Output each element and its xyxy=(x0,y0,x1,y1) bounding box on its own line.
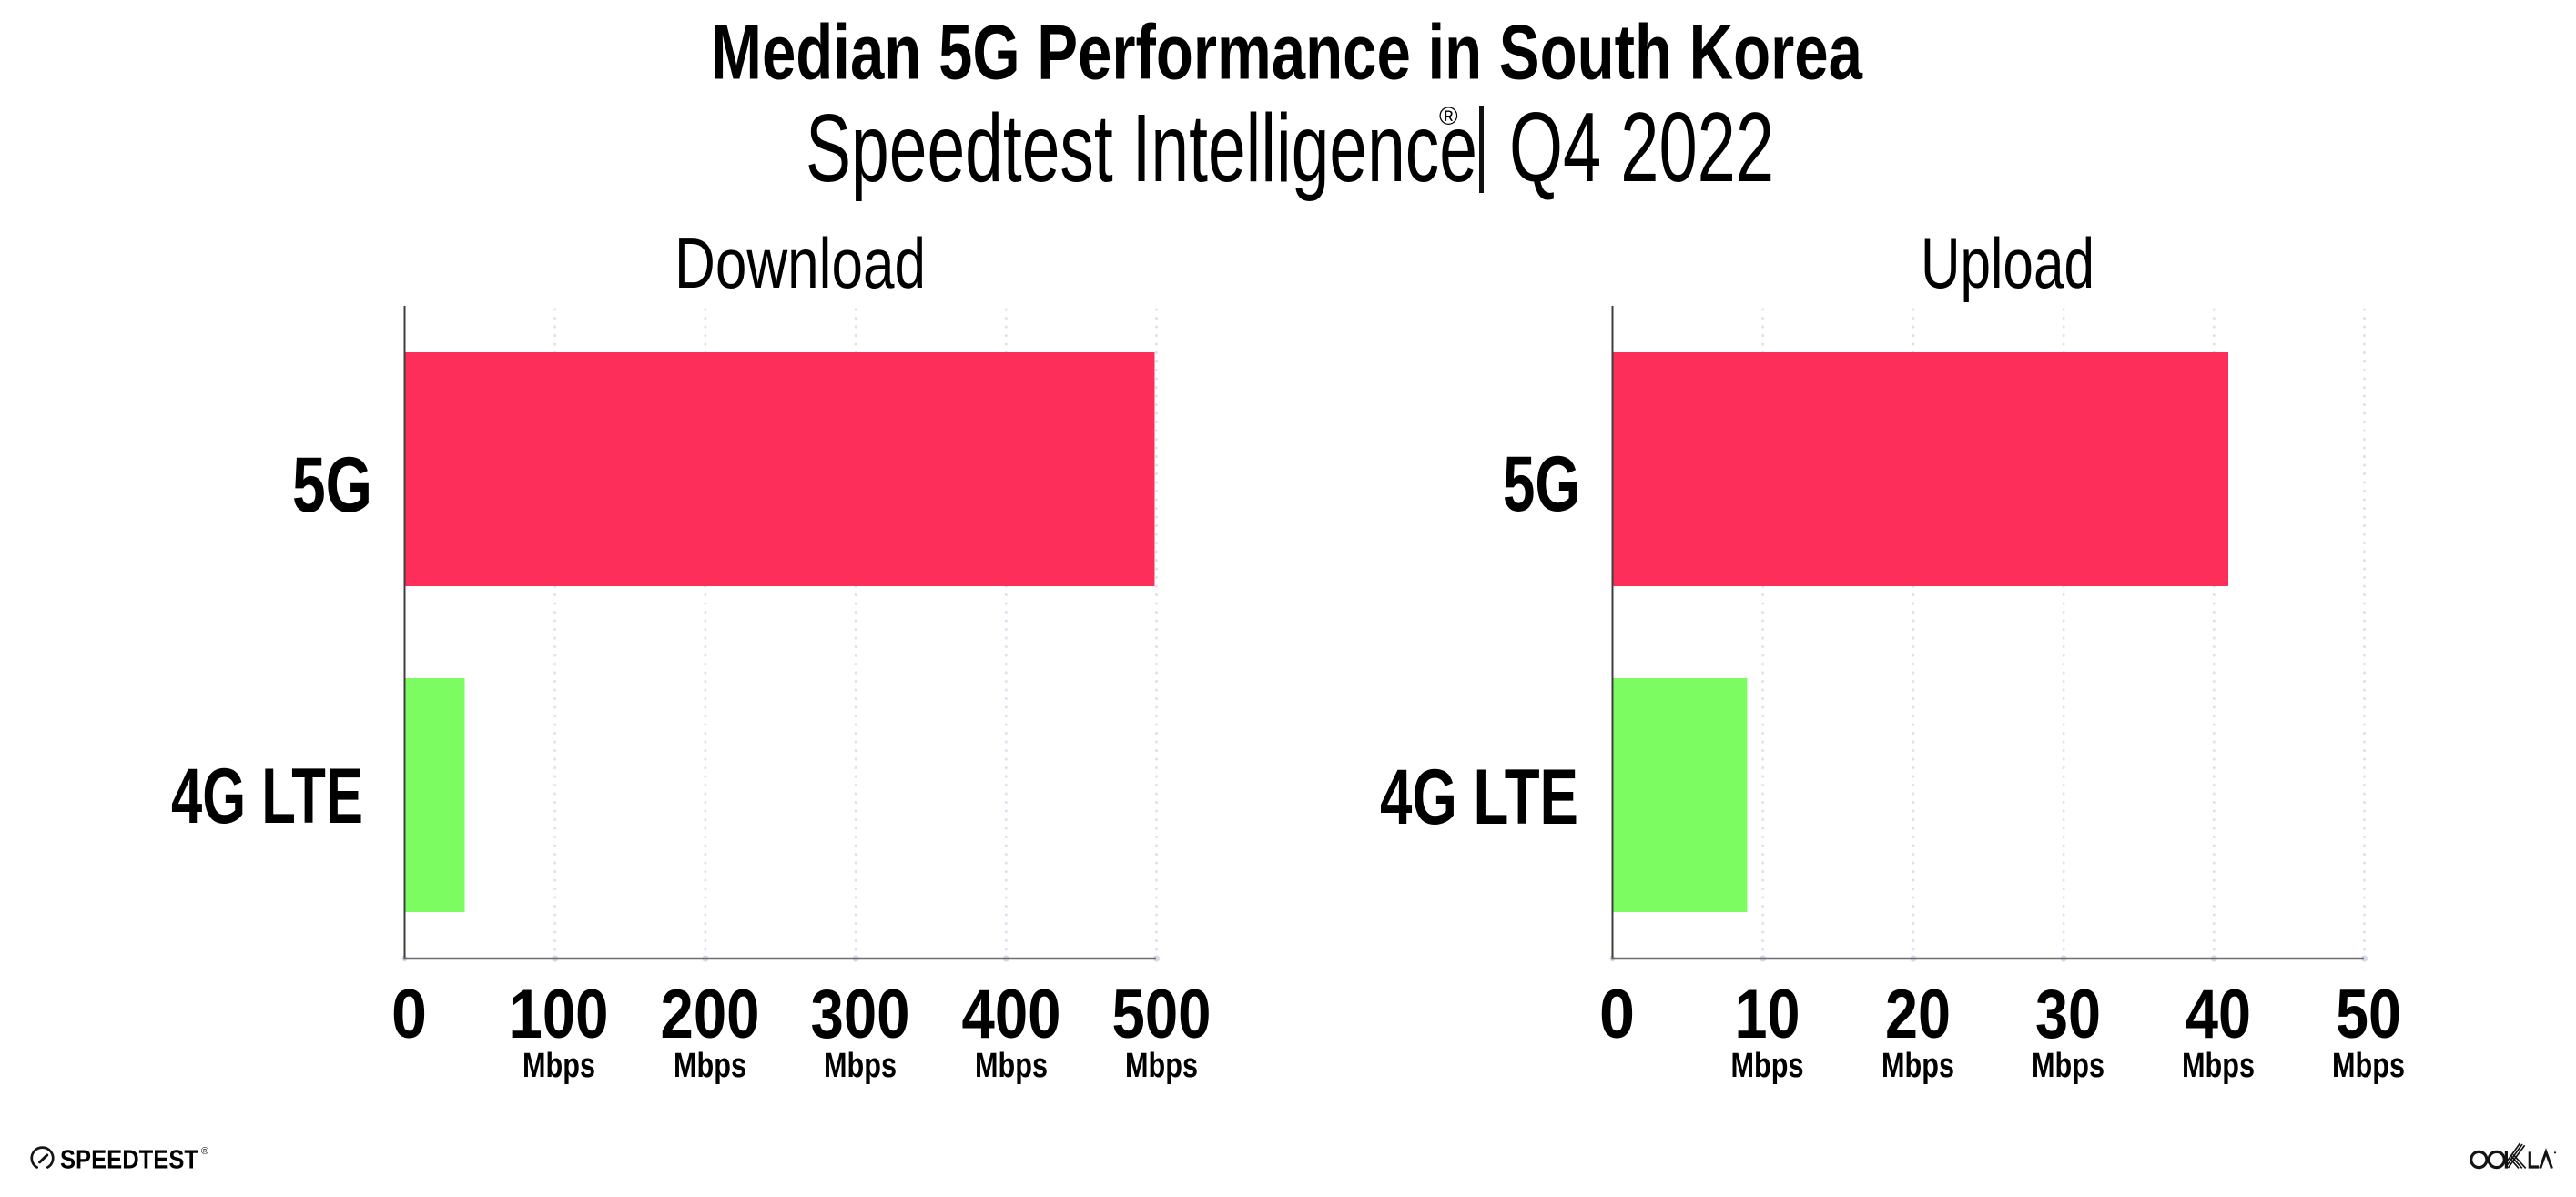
svg-text:400: 400 xyxy=(962,976,1061,1053)
svg-text:Mbps: Mbps xyxy=(674,1047,746,1085)
svg-text:10: 10 xyxy=(1735,976,1800,1053)
svg-text:100: 100 xyxy=(510,976,609,1053)
svg-text:Mbps: Mbps xyxy=(975,1047,1048,1085)
svg-text:50: 50 xyxy=(2336,976,2401,1053)
svg-text:Mbps: Mbps xyxy=(2332,1047,2405,1085)
svg-text:Upload: Upload xyxy=(1921,223,2094,303)
svg-text:Mbps: Mbps xyxy=(1731,1047,1804,1085)
svg-text:®: ® xyxy=(201,1146,208,1157)
svg-text:Median 5G Performance in South: Median 5G Performance in South Korea xyxy=(711,10,1863,96)
svg-text:Mbps: Mbps xyxy=(2182,1047,2255,1085)
svg-text:300: 300 xyxy=(811,976,910,1053)
svg-text:20: 20 xyxy=(1885,976,1951,1053)
svg-text:4G LTE: 4G LTE xyxy=(1380,754,1578,841)
svg-text:500: 500 xyxy=(1112,976,1212,1053)
svg-text:0: 0 xyxy=(1599,976,1635,1053)
svg-text:40: 40 xyxy=(2186,976,2251,1053)
svg-text:Mbps: Mbps xyxy=(1881,1047,1954,1085)
svg-text:Mbps: Mbps xyxy=(2032,1047,2104,1085)
svg-text:Mbps: Mbps xyxy=(522,1047,595,1085)
svg-text:Q4 2022: Q4 2022 xyxy=(1509,92,1774,203)
svg-text:SPEEDTEST: SPEEDTEST xyxy=(60,1146,198,1175)
svg-text:0: 0 xyxy=(391,976,427,1053)
svg-text:Mbps: Mbps xyxy=(1125,1047,1198,1085)
svg-text:Speedtest Intelligence: Speedtest Intelligence xyxy=(806,95,1477,202)
svg-text:5G: 5G xyxy=(1503,441,1580,528)
svg-text:4G LTE: 4G LTE xyxy=(171,753,363,840)
svg-text:200: 200 xyxy=(661,976,760,1053)
svg-text:30: 30 xyxy=(2035,976,2101,1053)
svg-text:Download: Download xyxy=(674,223,926,303)
svg-text:Mbps: Mbps xyxy=(824,1047,897,1085)
svg-text:®: ® xyxy=(1439,102,1458,130)
svg-text:5G: 5G xyxy=(292,441,372,529)
